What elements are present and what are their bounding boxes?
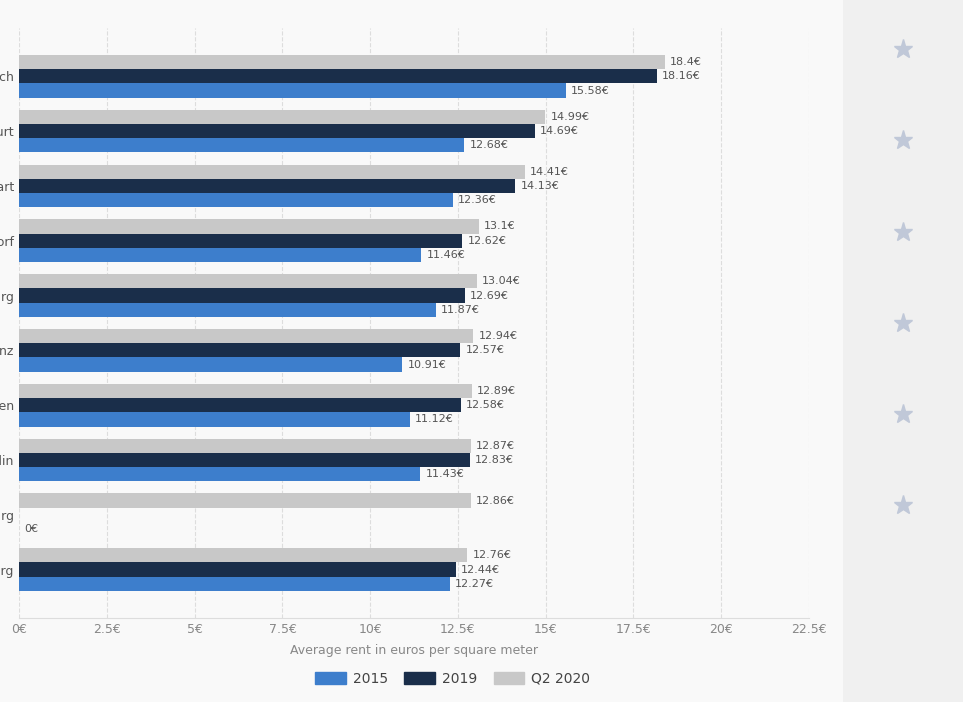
Bar (19, 467, 421, 482)
Text: 14.69€: 14.69€ (540, 126, 579, 136)
Bar (19, 384, 472, 398)
Bar (19, 329, 474, 343)
Bar (19, 439, 471, 453)
Bar (19, 562, 455, 577)
Text: 18.4€: 18.4€ (670, 57, 702, 67)
Text: 18.16€: 18.16€ (662, 72, 701, 81)
Bar (19, 110, 545, 124)
Text: 12.36€: 12.36€ (458, 195, 497, 205)
Text: 14.13€: 14.13€ (520, 181, 560, 191)
Legend: 2015, 2019, Q2 2020: 2015, 2019, Q2 2020 (309, 666, 596, 691)
Text: 12.57€: 12.57€ (466, 345, 505, 355)
Bar (19, 55, 665, 69)
Text: 12.27€: 12.27€ (455, 579, 494, 589)
Text: 11.87€: 11.87€ (441, 305, 480, 314)
Text: 11.12€: 11.12€ (415, 414, 454, 425)
Text: 12.89€: 12.89€ (477, 386, 516, 396)
Bar (19, 398, 460, 412)
Bar (19, 179, 515, 193)
Bar (19, 234, 462, 248)
X-axis label: Average rent in euros per square meter: Average rent in euros per square meter (290, 644, 538, 657)
Text: 12.86€: 12.86€ (476, 496, 515, 505)
Text: 11.43€: 11.43€ (426, 469, 464, 479)
Bar (19, 248, 422, 262)
Text: 12.87€: 12.87€ (477, 441, 515, 451)
Bar (19, 84, 566, 98)
Text: 10.91€: 10.91€ (407, 359, 446, 369)
Bar (19, 303, 436, 317)
Text: 12.68€: 12.68€ (470, 140, 508, 150)
Text: 0€: 0€ (24, 524, 39, 534)
Bar (19, 548, 467, 562)
Text: 12.44€: 12.44€ (461, 564, 500, 574)
Text: 12.76€: 12.76€ (472, 550, 511, 560)
Text: 12.58€: 12.58€ (466, 400, 505, 410)
Bar (19, 412, 409, 427)
Bar (19, 219, 479, 234)
Text: 13.1€: 13.1€ (484, 221, 516, 232)
Bar (19, 357, 403, 371)
Bar (19, 577, 450, 591)
Bar (19, 494, 471, 508)
Text: 14.99€: 14.99€ (551, 112, 589, 122)
Bar (19, 274, 477, 289)
Text: 14.41€: 14.41€ (531, 166, 569, 177)
Text: 12.62€: 12.62€ (467, 236, 507, 246)
Text: 12.83€: 12.83€ (475, 455, 513, 465)
Bar (19, 164, 525, 179)
Text: 12.94€: 12.94€ (479, 331, 518, 341)
Bar (19, 453, 470, 467)
Text: 12.69€: 12.69€ (470, 291, 508, 300)
Bar (19, 69, 657, 84)
Text: 15.58€: 15.58€ (571, 86, 611, 95)
Bar (19, 343, 460, 357)
Bar (19, 289, 464, 303)
Text: 11.46€: 11.46€ (427, 250, 465, 260)
Bar (19, 138, 464, 152)
Text: 13.04€: 13.04€ (482, 277, 521, 286)
Bar (19, 193, 453, 207)
Bar (19, 124, 534, 138)
